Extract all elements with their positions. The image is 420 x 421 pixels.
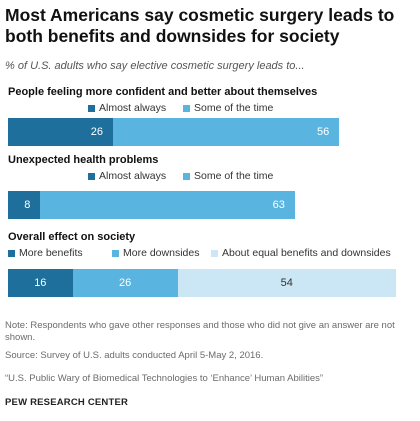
bar-segment: 63 xyxy=(40,191,295,219)
chart-title: Most Americans say cosmetic surgery lead… xyxy=(5,5,395,46)
bar-segment: 16 xyxy=(8,269,73,297)
section-title: Unexpected health problems xyxy=(8,154,159,166)
data-label: 54 xyxy=(280,277,293,289)
legend-item: Some of the time xyxy=(183,170,273,182)
section-title: Overall effect on society xyxy=(8,231,136,243)
legend-item: Almost always xyxy=(88,102,166,114)
legend-item: Some of the time xyxy=(183,102,273,114)
source-text: Source: Survey of U.S. adults conducted … xyxy=(5,350,264,361)
legend-swatch xyxy=(88,172,95,180)
legend-label: Some of the time xyxy=(194,170,274,182)
section-overall: Overall effect on society More benefits … xyxy=(8,231,412,261)
section-title: People feeling more confident and better… xyxy=(8,86,318,98)
bar-segment: 26 xyxy=(8,118,114,146)
stacked-bar: 26 56 xyxy=(8,118,412,146)
legend-swatch xyxy=(88,104,95,112)
section-health: Unexpected health problems Almost always… xyxy=(8,154,412,184)
data-label: 16 xyxy=(34,277,47,289)
legend-swatch xyxy=(183,104,190,112)
legend-item: More downsides xyxy=(112,247,199,259)
note-text: Note: Respondents who gave other respons… xyxy=(5,320,395,343)
bar-segment: 8 xyxy=(8,191,41,219)
legend-label: More downsides xyxy=(123,247,200,259)
stacked-bar: 16 26 54 xyxy=(8,269,412,297)
legend-label: Some of the time xyxy=(194,102,274,114)
bar-segment: 26 xyxy=(72,269,178,297)
legend: Almost always Some of the time xyxy=(8,102,412,116)
legend-label: Almost always xyxy=(99,170,167,182)
legend-swatch xyxy=(8,249,15,257)
legend: Almost always Some of the time xyxy=(8,170,412,184)
legend: More benefits More downsides About equal… xyxy=(8,247,412,261)
legend-label: Almost always xyxy=(99,102,167,114)
legend-label: More benefits xyxy=(19,247,83,259)
data-label: 26 xyxy=(90,126,104,138)
stacked-bar: 8 63 xyxy=(8,191,412,219)
chart-subtitle: % of U.S. adults who say elective cosmet… xyxy=(5,60,305,72)
data-label: 63 xyxy=(272,199,285,211)
legend-label: About equal benefits and downsides xyxy=(222,247,391,259)
data-label: 26 xyxy=(119,277,132,289)
bar-segment: 54 xyxy=(177,269,396,297)
legend-swatch xyxy=(183,172,190,180)
legend-item: More benefits xyxy=(8,247,83,259)
report-title: “U.S. Public Wary of Biomedical Technolo… xyxy=(5,373,324,384)
legend-swatch xyxy=(112,249,119,257)
legend-item: Almost always xyxy=(88,170,166,182)
data-label: 56 xyxy=(317,126,330,138)
legend-item: About equal benefits and downsides xyxy=(211,247,391,259)
data-label: 8 xyxy=(24,199,31,211)
org-name: PEW RESEARCH CENTER xyxy=(5,397,129,408)
legend-swatch xyxy=(211,249,218,257)
section-confidence: People feeling more confident and better… xyxy=(8,86,412,116)
bar-segment: 56 xyxy=(113,118,340,146)
